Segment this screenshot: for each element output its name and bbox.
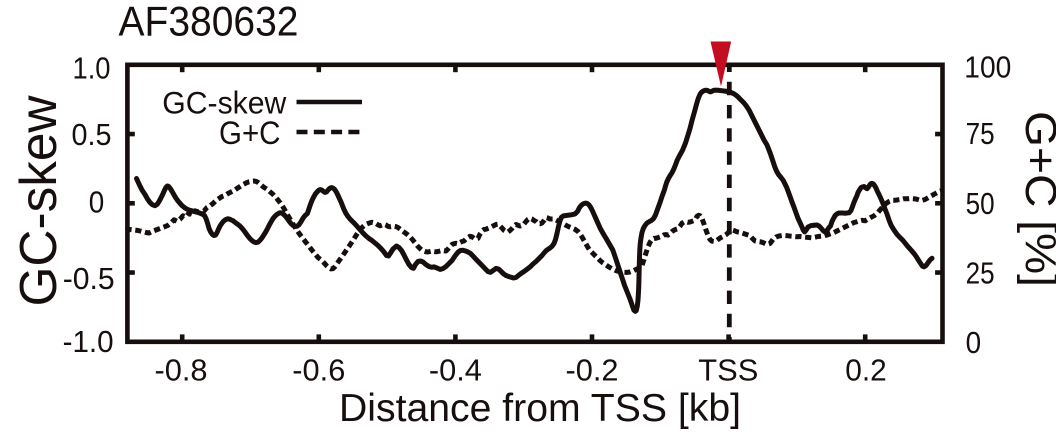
svg-text:-0.5: -0.5 [63, 261, 115, 296]
svg-text:-0.8: -0.8 [155, 352, 208, 387]
svg-text:TSS: TSS [698, 352, 758, 387]
svg-text:G+C: G+C [219, 114, 281, 151]
svg-text:AF380632: AF380632 [119, 0, 299, 44]
svg-text:0.2: 0.2 [845, 352, 887, 387]
svg-text:0: 0 [966, 325, 982, 360]
svg-text:1.0: 1.0 [73, 50, 111, 85]
svg-text:GC-skew: GC-skew [162, 85, 287, 121]
svg-text:50: 50 [966, 186, 995, 221]
svg-text:0.5: 0.5 [72, 117, 112, 152]
svg-text:Distance from TSS [kb]: Distance from TSS [kb] [339, 387, 741, 430]
svg-text:-0.2: -0.2 [566, 352, 619, 387]
svg-text:25: 25 [966, 256, 995, 291]
svg-text:-0.6: -0.6 [292, 352, 345, 387]
svg-text:100: 100 [964, 50, 1011, 85]
svg-text:G+C [%]: G+C [%] [1016, 111, 1056, 287]
svg-text:-1.0: -1.0 [63, 324, 114, 359]
svg-text:0: 0 [89, 185, 105, 220]
svg-text:GC-skew: GC-skew [9, 95, 67, 307]
svg-text:75: 75 [966, 116, 995, 151]
svg-text:-0.4: -0.4 [429, 352, 482, 387]
